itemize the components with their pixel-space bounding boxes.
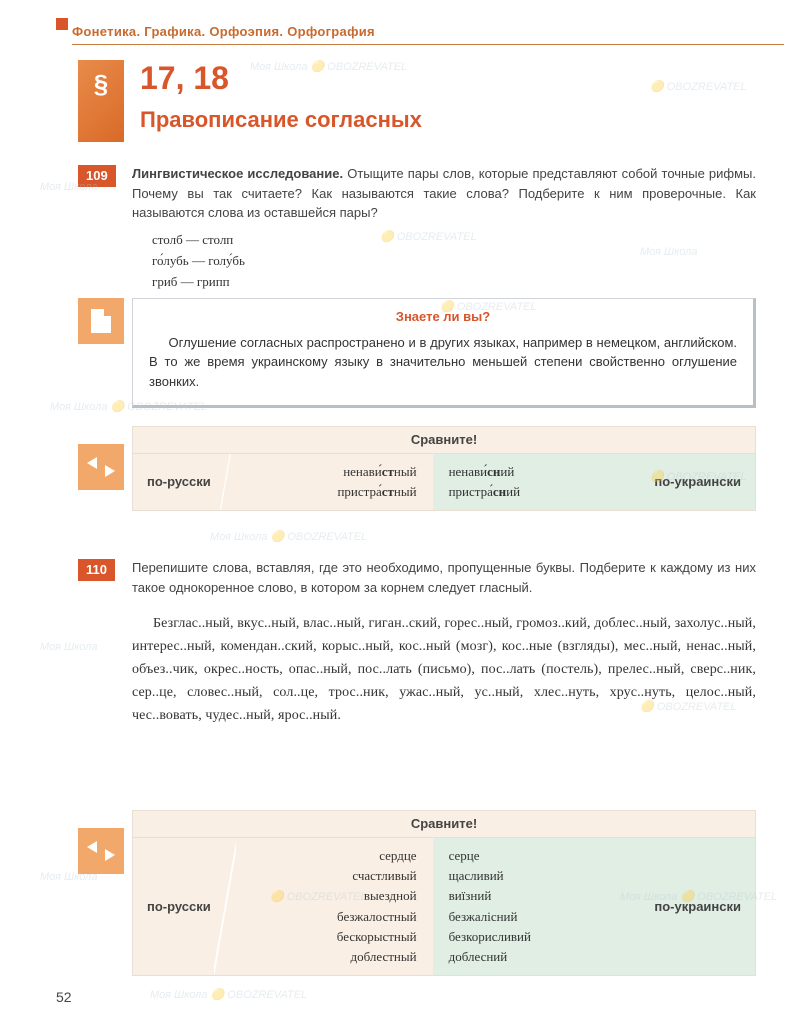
watermark: 🟡 OBOZREVATEL bbox=[650, 80, 747, 95]
watermark: Моя Школа 🟡 OBOZREVATEL bbox=[210, 530, 367, 545]
watermark: Моя Школа bbox=[40, 640, 98, 655]
know-box: Знаете ли вы? Оглушение согласных распро… bbox=[132, 298, 756, 408]
word-pairs-list: столб — столп го́лубь — голу́бь гриб — г… bbox=[152, 230, 245, 292]
section-name: Правописание согласных bbox=[140, 105, 422, 136]
page-icon bbox=[91, 309, 111, 333]
watermark: Моя Школа 🟡 OBOZREVATEL bbox=[150, 988, 307, 1003]
section-title-block: 17, 18 Правописание согласных bbox=[140, 56, 422, 136]
note-icon bbox=[78, 298, 124, 344]
section-indicator-box: § bbox=[78, 60, 124, 142]
section-numbers: 17, 18 bbox=[140, 56, 422, 101]
compare-2-col-left: сердцесчастливыйвыезднойбезжалостныйбеск… bbox=[235, 838, 433, 975]
exercise-110-intro: Перепишите слова, вставляя, где это необ… bbox=[132, 558, 756, 597]
compare-1-col-left: ненави́стныйпристра́стный bbox=[235, 454, 433, 510]
compare-1-label-left: по-русски bbox=[133, 454, 235, 510]
arrows-icon bbox=[89, 455, 113, 479]
compare-2-col-right: серцещасливийвиїзнийбезжаліснийбезкорисл… bbox=[433, 838, 631, 975]
compare-icon-1 bbox=[78, 444, 124, 490]
watermark: Моя Школа bbox=[640, 245, 698, 260]
compare-2-label-left: по-русски bbox=[133, 838, 235, 975]
exercise-109-label: Лингвистическое исследование. bbox=[132, 166, 343, 181]
header-marker bbox=[56, 18, 68, 30]
arrows-icon bbox=[89, 839, 113, 863]
header-bar: Фонетика. Графика. Орфоэпия. Орфография bbox=[72, 22, 784, 45]
page-number: 52 bbox=[56, 988, 72, 1008]
compare-1-title: Сравните! bbox=[133, 427, 755, 454]
exercise-110-body: Безглас..ный, вкус..ный, влас..ный, гига… bbox=[132, 612, 756, 727]
compare-1-col-right: ненави́снийпристра́сний bbox=[433, 454, 631, 510]
compare-1-label-right: по-украински bbox=[630, 454, 755, 510]
compare-2-title: Сравните! bbox=[133, 811, 755, 838]
section-symbol: § bbox=[94, 66, 108, 102]
exercise-number-109: 109 bbox=[78, 165, 116, 187]
compare-2-label-right: по-украински bbox=[630, 838, 755, 975]
word-pair-2: го́лубь — голу́бь bbox=[152, 251, 245, 272]
compare-1-body: по-русски ненави́стныйпристра́стный нена… bbox=[133, 454, 755, 510]
know-box-title: Знаете ли вы? bbox=[149, 307, 737, 327]
compare-icon-2 bbox=[78, 828, 124, 874]
breadcrumb: Фонетика. Графика. Орфоэпия. Орфография bbox=[72, 24, 375, 39]
exercise-109-text: Лингвистическое исследование. Отыщите па… bbox=[132, 164, 756, 223]
know-box-text: Оглушение согласных распространено и в д… bbox=[149, 333, 737, 392]
compare-block-1: Сравните! по-русски ненави́стныйпристра́… bbox=[132, 426, 756, 511]
watermark: 🟡 OBOZREVATEL bbox=[380, 230, 477, 245]
compare-2-body: по-русски сердцесчастливыйвыезднойбезжал… bbox=[133, 838, 755, 975]
compare-block-2: Сравните! по-русски сердцесчастливыйвыез… bbox=[132, 810, 756, 976]
word-pair-3: гриб — грипп bbox=[152, 272, 245, 293]
word-pair-1: столб — столп bbox=[152, 230, 245, 251]
exercise-number-110: 110 bbox=[78, 559, 115, 581]
